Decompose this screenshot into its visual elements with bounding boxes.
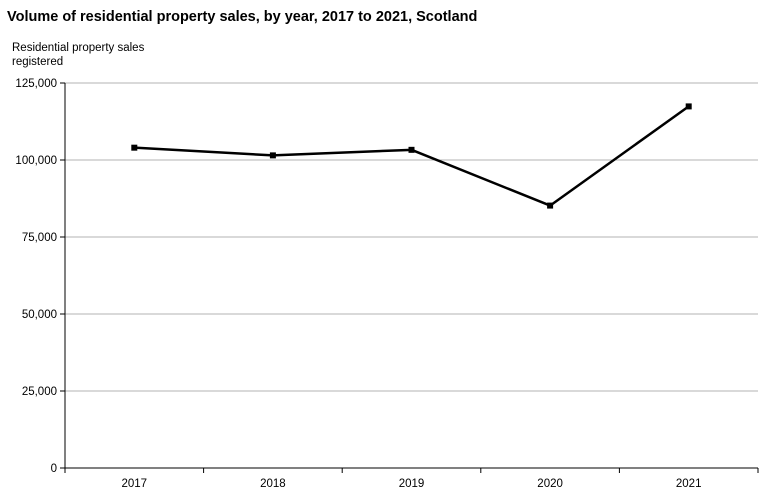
y-tick-label: 0 bbox=[51, 463, 57, 475]
data-point bbox=[685, 103, 692, 110]
y-tick-label: 25,000 bbox=[22, 386, 57, 398]
x-tick-label: 2019 bbox=[399, 478, 425, 490]
data-point bbox=[269, 152, 276, 159]
y-tick-label: 75,000 bbox=[22, 232, 57, 244]
y-axis-label: Residential property sales registered bbox=[12, 42, 145, 68]
data-point bbox=[408, 146, 415, 153]
x-tick-label: 2018 bbox=[260, 478, 286, 490]
data-point bbox=[547, 202, 554, 209]
y-tick-label: 50,000 bbox=[22, 309, 57, 321]
y-tick-label: 125,000 bbox=[15, 78, 57, 90]
series-group bbox=[131, 103, 692, 209]
axes bbox=[60, 82, 759, 473]
x-tick-label: 2020 bbox=[537, 478, 563, 490]
data-point bbox=[131, 144, 138, 151]
x-tick-label: 2017 bbox=[122, 478, 148, 490]
x-tick-labels: 2017 2018 2019 2020 2021 bbox=[122, 478, 702, 490]
y-tick-labels: 0 25,000 50,000 75,000 100,000 125,000 bbox=[15, 78, 57, 475]
series-line bbox=[134, 105, 690, 207]
y-tick-label: 100,000 bbox=[15, 155, 57, 167]
x-tick-label: 2021 bbox=[676, 478, 702, 490]
chart-title: Volume of residential property sales, by… bbox=[7, 9, 478, 25]
gridlines bbox=[65, 82, 758, 392]
